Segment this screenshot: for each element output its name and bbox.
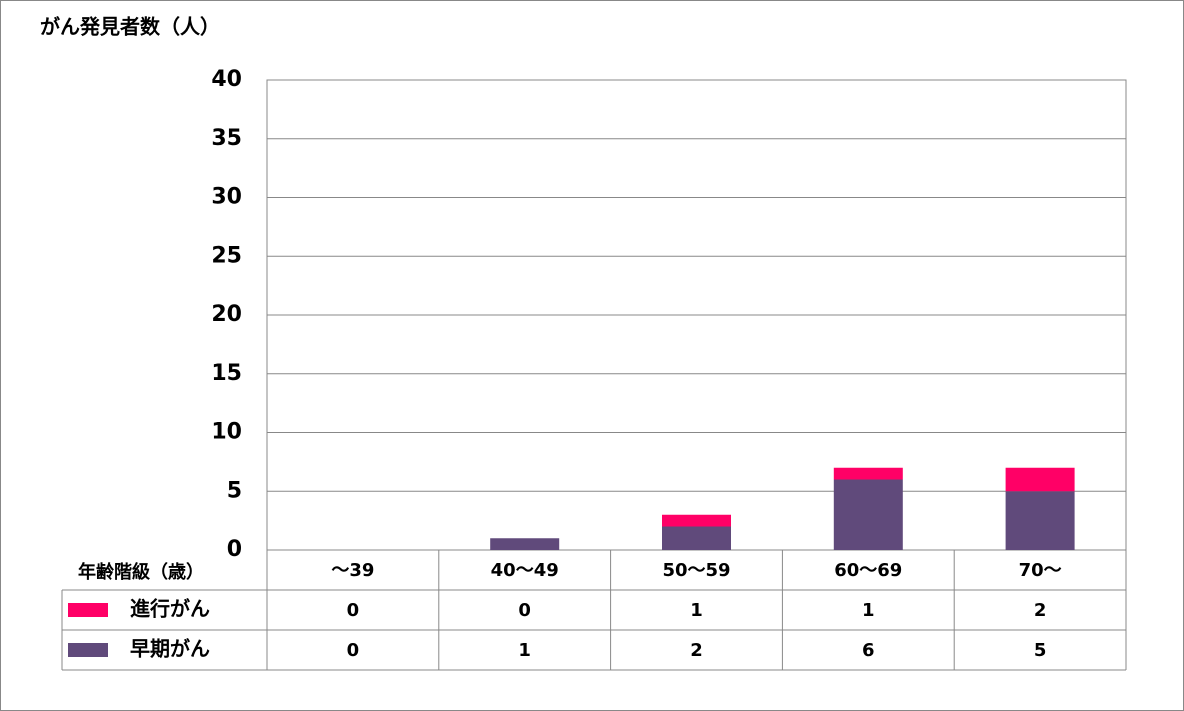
- table-value: 0: [347, 640, 360, 661]
- x-tick-label: 50～59: [662, 560, 730, 581]
- y-tick-label: 15: [211, 361, 242, 386]
- table-value: 1: [862, 600, 875, 621]
- x-tick-label: 60～69: [834, 560, 902, 581]
- y-tick-label: 25: [211, 243, 242, 268]
- bar-segment: [1005, 491, 1075, 550]
- x-tick-label: ～39: [331, 560, 374, 581]
- y-tick-label: 0: [227, 537, 242, 562]
- x-tick-label: 40～49: [491, 560, 559, 581]
- bar-segment: [1005, 467, 1075, 492]
- bar-segment: [833, 479, 903, 550]
- table-value: 2: [1034, 600, 1047, 621]
- y-axis-title: がん発見者数（人）: [40, 15, 220, 39]
- bar-segment: [833, 467, 903, 480]
- table-value: 6: [862, 640, 875, 661]
- bar-segment: [662, 514, 731, 527]
- y-tick-label: 35: [211, 126, 242, 151]
- legend-label: 早期がん: [130, 637, 210, 661]
- table-value: 0: [518, 600, 531, 621]
- table-value: 1: [518, 640, 531, 661]
- bar-segment: [490, 538, 560, 550]
- y-tick-label: 30: [211, 185, 242, 210]
- bar-segment: [662, 526, 731, 550]
- y-tick-label: 5: [227, 478, 242, 503]
- y-tick-label: 20: [211, 302, 242, 327]
- legend-swatch: [68, 643, 108, 657]
- table-value: 2: [690, 640, 703, 661]
- table-value: 1: [690, 600, 703, 621]
- table-value: 5: [1034, 640, 1047, 661]
- x-axis-title: 年齢階級（歳）: [78, 561, 204, 583]
- legend-swatch: [68, 603, 108, 617]
- x-tick-label: 70～: [1019, 560, 1062, 581]
- y-tick-label: 10: [211, 420, 242, 445]
- y-tick-label: 40: [211, 67, 242, 92]
- legend-label: 進行がん: [130, 597, 210, 621]
- table-value: 0: [347, 600, 360, 621]
